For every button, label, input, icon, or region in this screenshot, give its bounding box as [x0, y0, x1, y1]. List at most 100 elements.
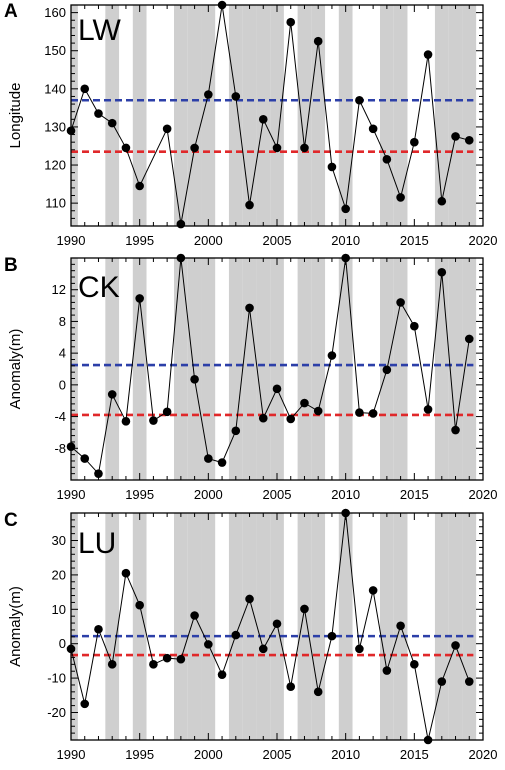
shaded-year-band: [228, 513, 243, 740]
shaded-year-band: [132, 5, 147, 226]
x-tick-label: 2000: [194, 487, 223, 502]
data-point: [313, 406, 323, 416]
data-point: [272, 384, 282, 394]
panel-a-shading: [71, 5, 477, 226]
data-point: [272, 619, 282, 629]
shaded-year-band: [71, 513, 78, 740]
shaded-year-band: [228, 5, 243, 226]
data-point: [300, 143, 309, 153]
shaded-year-band: [201, 513, 216, 740]
x-tick-label: 1990: [57, 747, 86, 762]
data-point: [300, 604, 309, 614]
data-point: [204, 640, 213, 649]
y-tick-label: 120: [44, 158, 66, 173]
panel-c-series: [66, 508, 474, 745]
x-tick-label: 2010: [331, 747, 360, 762]
data-point: [162, 124, 172, 134]
data-point: [327, 351, 337, 360]
data-point: [410, 137, 419, 147]
data-point: [423, 50, 433, 59]
data-point: [80, 84, 90, 94]
data-point: [204, 90, 213, 99]
x-tick-label: 2010: [331, 233, 360, 248]
data-point: [286, 17, 296, 27]
data-point: [464, 334, 474, 344]
x-tick-label: 2020: [469, 747, 498, 762]
data-point: [190, 611, 199, 620]
panel-c-reference-lines: [71, 634, 474, 657]
data-point: [231, 92, 241, 101]
data-point: [190, 143, 199, 153]
data-point: [258, 644, 268, 654]
data-point: [341, 204, 350, 214]
shaded-year-band: [105, 513, 120, 740]
data-point: [286, 414, 296, 424]
data-point: [121, 568, 131, 578]
shaded-year-band: [311, 258, 326, 480]
data-point: [107, 118, 117, 128]
data-point: [368, 409, 378, 418]
data-point: [368, 124, 378, 134]
y-tick-label: -8: [54, 441, 66, 456]
data-point: [135, 294, 144, 303]
data-point: [286, 682, 296, 691]
data-point: [327, 631, 337, 641]
shaded-year-band: [187, 513, 202, 740]
data-point: [464, 677, 474, 686]
data-point: [355, 95, 364, 105]
panel-a-reference-lines: [71, 98, 474, 153]
x-tick-label: 2000: [194, 747, 223, 762]
y-tick-label: 8: [59, 314, 66, 329]
data-point: [135, 181, 144, 191]
y-tick-label: 110: [45, 196, 66, 211]
shaded-year-band: [434, 513, 449, 740]
panel-b-axes: 1990 1995 2000 2005 2010 2015 2020 -8 -4 0 4 8 12: [52, 257, 498, 502]
data-point: [410, 321, 419, 331]
shaded-year-band: [297, 5, 312, 226]
x-tick-label: 1995: [125, 487, 154, 502]
panel-a-axes: 1990 1995 2000 2005 2010 2015 2020 110 120 130 140…: [44, 4, 497, 248]
panel-a: 1990 1995 2000 2005 2010 2015 2020 110 120 130 140…: [4, 0, 497, 248]
panel-c-shading: [71, 513, 477, 740]
panel-b-letter: B: [4, 255, 18, 276]
y-tick-label: -20: [47, 705, 66, 720]
shaded-year-band: [448, 258, 463, 480]
x-tick-label: 2020: [469, 487, 498, 502]
data-point: [135, 600, 144, 610]
x-tick-label: 2005: [263, 487, 292, 502]
shaded-year-band: [380, 513, 394, 740]
data-point: [162, 407, 172, 417]
panel-c-y-axis-label: Anomaly(m): [7, 586, 24, 667]
shaded-year-band: [174, 258, 188, 480]
data-point: [382, 666, 392, 675]
series-line: [70, 512, 470, 741]
y-tick-label: 30: [52, 533, 66, 548]
panel-a-letter: A: [4, 1, 18, 22]
data-point: [107, 660, 117, 669]
data-point: [396, 298, 405, 307]
shaded-year-band: [462, 258, 477, 480]
shaded-year-band: [256, 513, 271, 740]
data-point: [245, 200, 254, 210]
x-tick-label: 1990: [57, 233, 86, 248]
shaded-year-band: [132, 258, 147, 480]
data-point: [396, 621, 405, 631]
data-point: [258, 413, 268, 423]
y-tick-label: 12: [52, 282, 66, 297]
shaded-year-band: [187, 5, 202, 226]
panel-b-shading: [71, 258, 477, 480]
shaded-year-band: [434, 5, 449, 226]
data-point: [149, 660, 158, 669]
shaded-year-band: [201, 258, 216, 480]
data-point: [272, 143, 282, 153]
data-point: [464, 135, 474, 145]
shaded-year-band: [71, 258, 78, 480]
panel-b-series: [66, 253, 474, 478]
data-point: [451, 132, 460, 141]
shaded-year-band: [434, 258, 449, 480]
data-point: [121, 143, 131, 153]
x-tick-label: 2010: [331, 487, 360, 502]
data-point: [396, 193, 405, 202]
